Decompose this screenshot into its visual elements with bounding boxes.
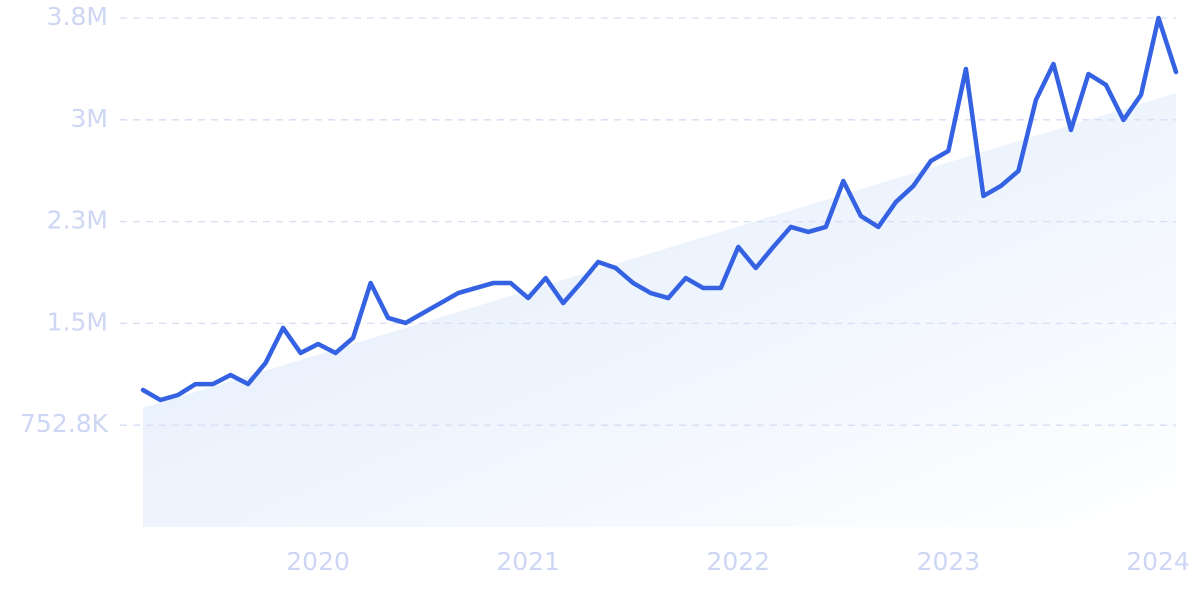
x-tick-label: 2022 [706,547,770,576]
y-tick-label: 3.8M [47,2,108,31]
y-tick-label: 1.5M [47,307,108,336]
x-tick-label: 2024 [1126,547,1190,576]
data-line [140,15,1179,403]
y-tick-label: 752.8K [20,409,109,438]
trend-area [143,93,1176,527]
y-tick-label: 3M [71,104,108,133]
x-tick-label: 2021 [496,547,560,576]
x-tick-label: 2023 [917,547,981,576]
x-tick-label: 2020 [286,547,350,576]
y-tick-label: 2.3M [47,206,108,235]
